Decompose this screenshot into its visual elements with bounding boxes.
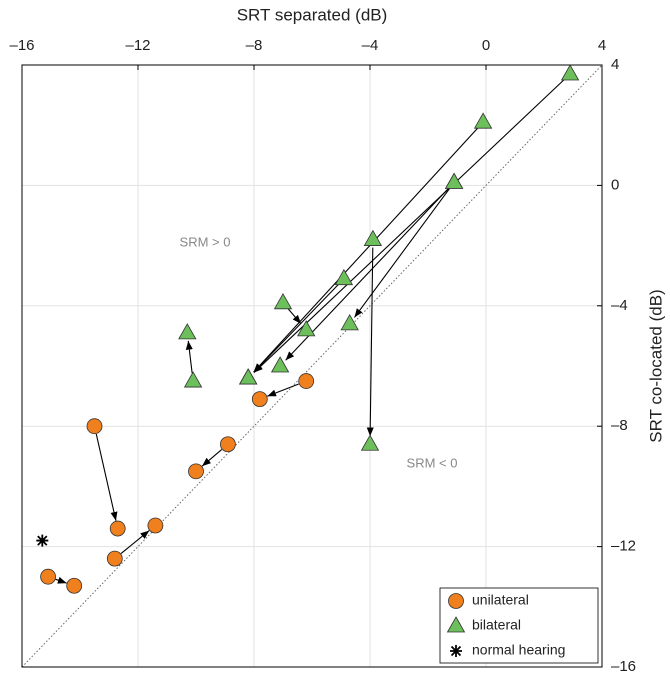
arrow [287,308,302,325]
x-tick-label: –4 [362,37,379,54]
point [298,373,315,389]
point [183,371,203,388]
arrow [366,247,374,437]
legend-marker [450,645,462,657]
arrow [253,284,339,373]
y-tick-label: –16 [611,658,636,675]
y-tick-label: –12 [611,538,636,555]
point [297,320,316,337]
point [473,112,493,129]
legend-marker [448,593,464,609]
x-tick-label: –12 [125,37,150,54]
annotation: SRM < 0 [407,455,458,470]
point [239,368,258,385]
point [86,418,103,435]
point [106,550,123,567]
y-axis-title: SRT co-located (dB) [646,289,665,442]
annotation: SRM > 0 [180,234,231,249]
legend-marker [446,616,466,633]
y-tick-label: 0 [611,176,619,193]
point [363,229,383,246]
x-tick-label: –8 [246,37,263,54]
point [251,391,268,408]
arrow [285,187,449,361]
point [109,520,126,537]
x-tick-label: –16 [9,37,34,54]
arrow [253,127,479,373]
arrow [185,340,193,374]
diagonal [21,64,603,668]
y-tick-label: –4 [611,297,628,314]
legend-box [439,587,599,664]
arrow [354,188,450,318]
legend-label: bilateral [472,617,521,633]
point [340,314,359,331]
point [66,577,83,594]
y-tick-label: –8 [611,417,628,434]
legend-label: normal hearing [472,642,565,658]
point [360,434,380,451]
arrow [253,79,565,373]
point [273,292,293,310]
arrow [201,449,223,467]
point [444,172,464,189]
y-tick-label: 4 [611,56,619,73]
arrow [95,433,118,521]
point [40,568,56,585]
arrow [120,530,150,555]
arrow [267,383,299,397]
point [178,323,197,340]
point [270,356,290,373]
point [560,64,580,81]
x-tick-label: 0 [482,37,490,54]
point [36,534,49,547]
x-axis-title: SRT separated (dB) [237,5,388,24]
plot-frame [21,64,603,668]
legend-label: unilateral [472,592,529,608]
x-tick-label: 4 [598,37,606,54]
point [334,268,354,286]
point [147,517,164,534]
point [188,463,204,480]
arrow [55,576,67,584]
point [219,436,236,453]
